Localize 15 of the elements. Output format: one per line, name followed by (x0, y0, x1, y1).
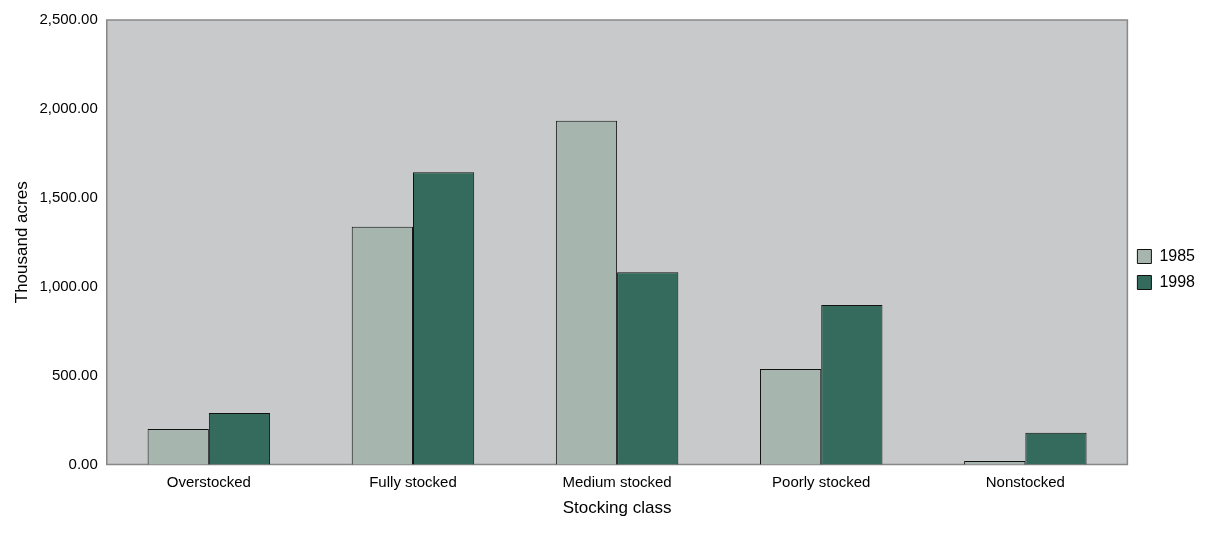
y-tick-label: 0.00 (68, 454, 98, 472)
y-tick-label: 1,500.00 (39, 187, 98, 205)
legend-label: 1985 (1159, 246, 1196, 264)
y-tick-label: 2,500.00 (39, 10, 98, 28)
y-tick-label: 500.00 (51, 365, 98, 383)
legend-label: 1998 (1159, 272, 1196, 290)
x-tick-label: Fully stocked (369, 472, 457, 490)
x-tick-label: Nonstocked (985, 472, 1065, 490)
y-tick-label: 2,000.00 (39, 99, 98, 117)
x-tick-label: Poorly stocked (772, 472, 871, 490)
y-tick-label: 1,000.00 (39, 276, 98, 294)
x-tick-label: Medium stocked (562, 472, 672, 490)
x-axis-title: Stocking class (562, 498, 672, 518)
y-axis-title: Thousand acres (11, 181, 31, 304)
x-tick-label: Overstocked (166, 472, 251, 490)
